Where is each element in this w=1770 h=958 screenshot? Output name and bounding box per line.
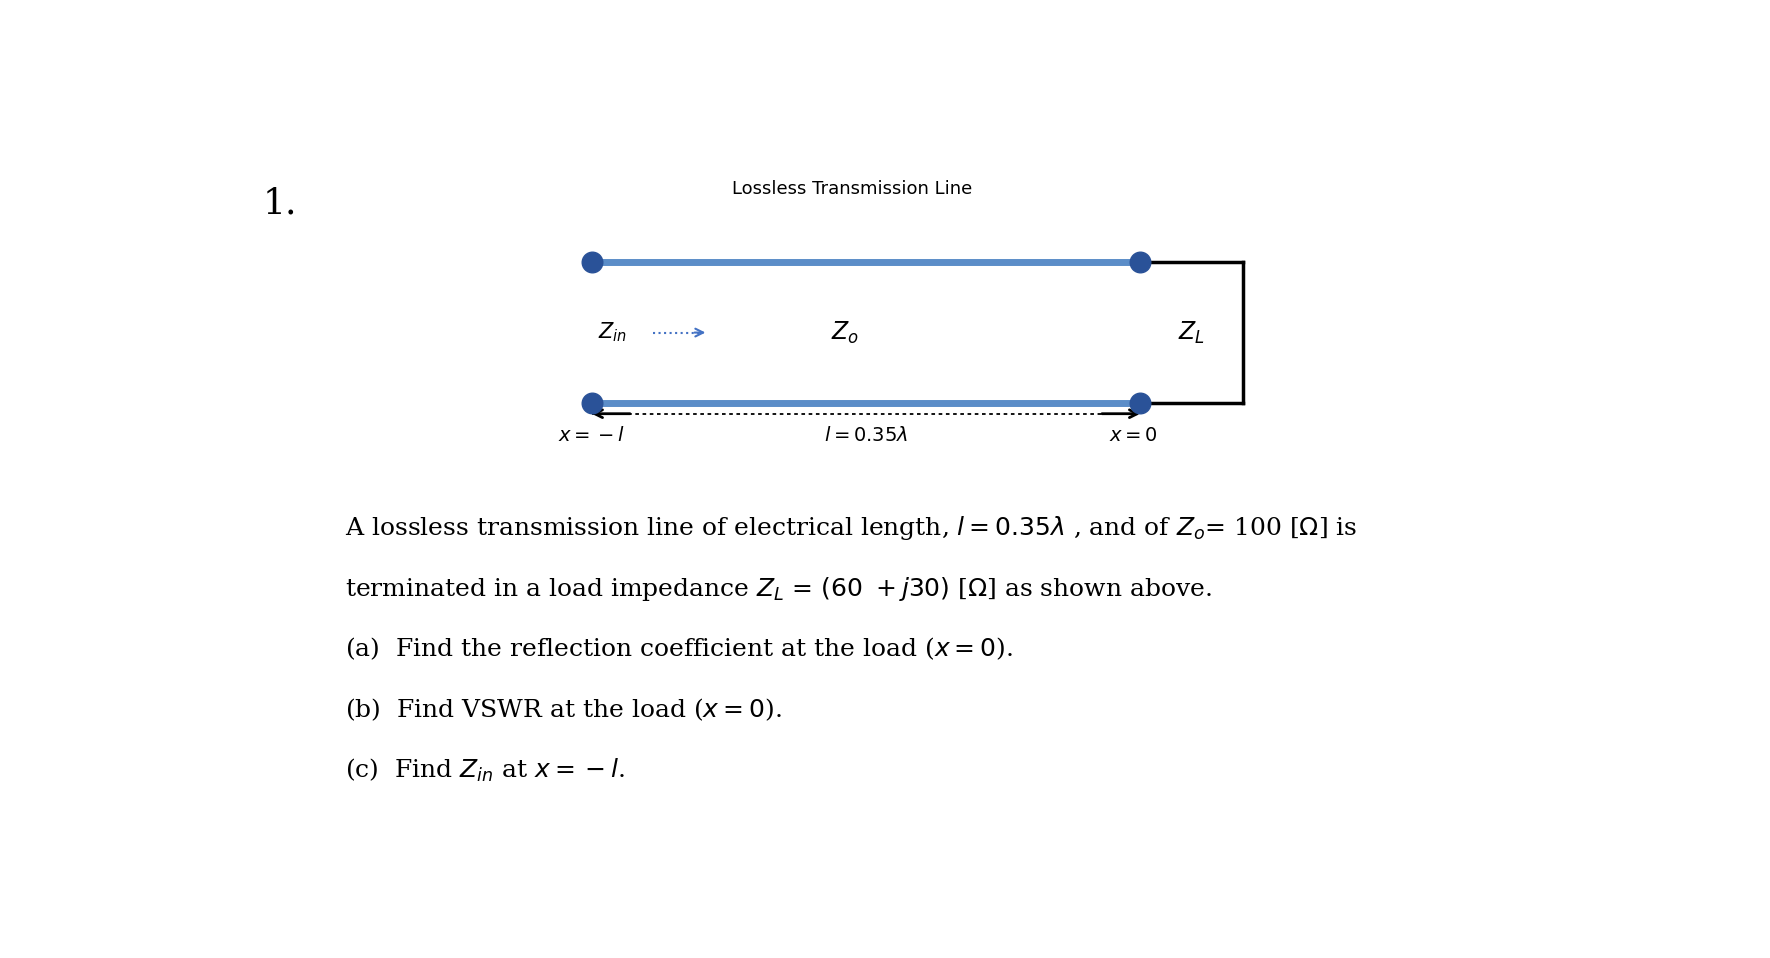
Text: (c)  Find $Z_{in}$ at $x = -l$.: (c) Find $Z_{in}$ at $x = -l$. <box>345 757 625 784</box>
Point <box>1126 255 1154 270</box>
Text: $Z_o$: $Z_o$ <box>832 319 860 346</box>
Text: $x = 0$: $x = 0$ <box>1110 427 1158 445</box>
Text: 1.: 1. <box>262 187 297 220</box>
Text: (a)  Find the reflection coefficient at the load ($x = 0$).: (a) Find the reflection coefficient at t… <box>345 636 1012 662</box>
Text: $x = -l$: $x = -l$ <box>558 426 625 445</box>
Text: Lossless Transmission Line: Lossless Transmission Line <box>733 180 972 197</box>
Text: $Z_{in}$: $Z_{in}$ <box>598 321 628 344</box>
Text: A lossless transmission line of electrical length, $l = 0.35\lambda$ , and of $Z: A lossless transmission line of electric… <box>345 514 1358 542</box>
Text: $l=0.35\lambda$: $l=0.35\lambda$ <box>823 426 908 445</box>
Point <box>1126 395 1154 410</box>
Point <box>577 395 605 410</box>
Text: $Z_L$: $Z_L$ <box>1177 319 1205 346</box>
Text: terminated in a load impedance $Z_L$ = $(60\ +j30)$ [$\Omega$] as shown above.: terminated in a load impedance $Z_L$ = $… <box>345 575 1211 603</box>
Text: (b)  Find VSWR at the load ($x = 0$).: (b) Find VSWR at the load ($x = 0$). <box>345 696 781 722</box>
Point <box>577 255 605 270</box>
